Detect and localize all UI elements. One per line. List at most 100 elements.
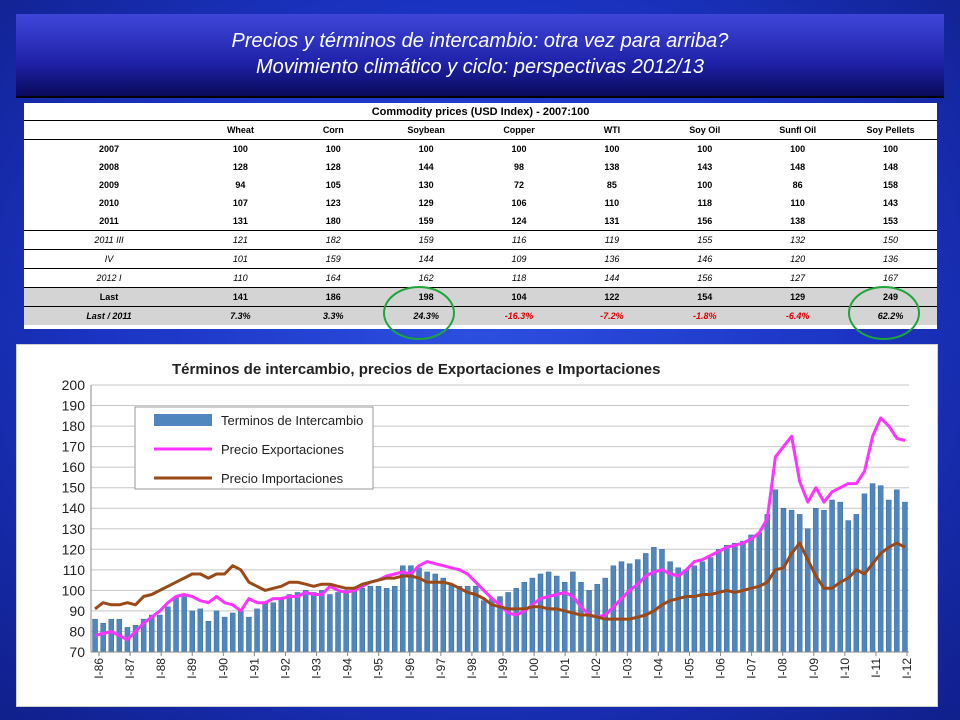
y-tick-label: 140 (62, 500, 86, 516)
table-cell: 104 (472, 287, 566, 307)
chart-x-axis: I-86 I-87 I-88 I-89 I-90 I-91 I-92 I-93 I-94 I-95… (91, 651, 914, 679)
bar-terminos-intercambio (715, 549, 722, 653)
table-cell: 129 (751, 287, 845, 307)
table-cell: 131 (232, 216, 248, 226)
chart-legend: Terminos de Intercambio Precio Exportacio… (134, 406, 374, 490)
bar-terminos-intercambio (626, 563, 633, 653)
table-cell: 154 (658, 287, 752, 307)
bar-terminos-intercambio (343, 590, 349, 653)
table-cell: 144 (379, 249, 473, 269)
commodity-prices-table: Commodity prices (USD Index) - 2007:100 … (24, 103, 937, 340)
bar-terminos-intercambio (586, 590, 592, 653)
bar-terminos-intercambio (294, 592, 301, 653)
table-row: 2008 128 128 144 98 138 143 148 148 (24, 158, 937, 176)
table-cell: 182 (286, 230, 380, 250)
table-cell: 144 (418, 162, 434, 172)
bar-terminos-intercambio (319, 590, 325, 653)
bar-terminos-intercambio (351, 588, 357, 653)
x-tick-label: I-95 (372, 658, 386, 679)
table-cell: 100 (790, 144, 806, 154)
row-label: 2007 (98, 144, 120, 154)
bar-terminos-intercambio (691, 565, 698, 653)
highlight-circle-soybean (383, 286, 455, 340)
bar-terminos-intercambio (424, 571, 430, 653)
table-cell: 167 (844, 268, 937, 288)
bar-terminos-intercambio (213, 610, 220, 653)
bar-terminos-intercambio (553, 575, 560, 653)
bar-terminos-intercambio (829, 499, 835, 653)
bar-terminos-intercambio (335, 592, 341, 653)
table-cell: 98 (514, 162, 525, 172)
col-header: Wheat (194, 120, 287, 140)
x-tick-label: I-02 (589, 658, 603, 679)
bar-terminos-intercambio (464, 586, 471, 653)
table-cell: 3.3% (286, 306, 380, 325)
bar-terminos-intercambio (732, 542, 738, 653)
table-cell: 130 (418, 180, 434, 190)
x-tick-label: I-01 (558, 658, 572, 679)
bar-terminos-intercambio (408, 565, 414, 653)
terms-of-trade-chart: Términos de intercambio, precios de Expo… (16, 344, 938, 707)
row-label: 2009 (98, 180, 120, 190)
table-cell: -16.3% (472, 306, 566, 325)
bar-terminos-intercambio (788, 510, 795, 653)
table-cell: 153 (883, 216, 899, 226)
chart-title: Términos de intercambio, precios de Expo… (172, 361, 660, 378)
x-tick-label: I-87 (123, 658, 137, 679)
bar-terminos-intercambio (367, 586, 374, 653)
table-cell: 122 (565, 287, 659, 307)
x-tick-label: I-03 (620, 658, 634, 679)
bar-terminos-intercambio (756, 532, 762, 653)
slide-title-banner: Precios y términos de intercambio: otra … (16, 14, 944, 98)
bar-terminos-intercambio (181, 596, 187, 653)
table-cell: 155 (658, 230, 752, 250)
table-cell: 180 (325, 216, 341, 226)
table-cell: 7.3% (194, 306, 287, 325)
y-tick-label: 190 (62, 398, 86, 414)
table-row-quarter: 2012 I 110 164 162 118 144 156 127 167 (24, 268, 937, 288)
x-tick-label: I-98 (465, 658, 479, 679)
table-cell: 86 (792, 180, 803, 190)
table-cell: 141 (194, 287, 287, 307)
table-cell: 158 (883, 180, 899, 190)
y-tick-label: 90 (69, 603, 85, 619)
bar-terminos-intercambio (392, 586, 398, 653)
table-cell: 143 (883, 198, 899, 208)
col-header: Corn (286, 120, 380, 140)
bar-terminos-intercambio (205, 620, 212, 653)
bar-terminos-intercambio (197, 608, 204, 653)
bar-terminos-intercambio (149, 614, 155, 653)
table-cell: 110 (604, 198, 620, 208)
y-tick-label: 100 (62, 582, 86, 598)
bar-terminos-intercambio (505, 592, 511, 653)
bar-terminos-intercambio (456, 586, 463, 653)
bar-terminos-intercambio (440, 577, 447, 653)
bar-terminos-intercambio (238, 610, 244, 653)
x-tick-label: I-94 (341, 658, 355, 679)
bar-terminos-intercambio (359, 588, 366, 653)
col-header: Soy Pellets (844, 120, 937, 140)
table-cell: 131 (604, 216, 620, 226)
bar-terminos-intercambio (254, 608, 260, 653)
table-cell: -7.2% (565, 306, 659, 325)
table-row-quarter: 2011 III 121 182 159 116 119 155 132 150 (24, 230, 937, 250)
x-tick-label: I-12 (900, 658, 914, 679)
bar-terminos-intercambio (675, 567, 681, 653)
table-cell: 100 (883, 144, 899, 154)
bar-terminos-intercambio (886, 499, 892, 653)
y-tick-label: 110 (63, 562, 86, 578)
y-tick-label: 160 (62, 459, 86, 475)
y-tick-label: 180 (62, 418, 86, 434)
bar-terminos-intercambio (707, 557, 714, 653)
table-cell: 121 (194, 230, 287, 250)
table-cell: 118 (472, 268, 566, 288)
x-tick-label: I-11 (869, 658, 883, 678)
x-tick-label: I-06 (714, 658, 728, 679)
table-row-last-vs-2011: Last / 2011 7.3% 3.3% 24.3% -16.3% -7.2% -1.8%… (24, 306, 937, 325)
bar-terminos-intercambio (278, 598, 285, 653)
table-cell: 120 (751, 249, 845, 269)
col-header: Copper (472, 120, 566, 140)
legend-label: Precio Exportaciones (221, 442, 344, 457)
bar-terminos-intercambio (805, 528, 811, 653)
table-cell: 156 (697, 216, 713, 226)
